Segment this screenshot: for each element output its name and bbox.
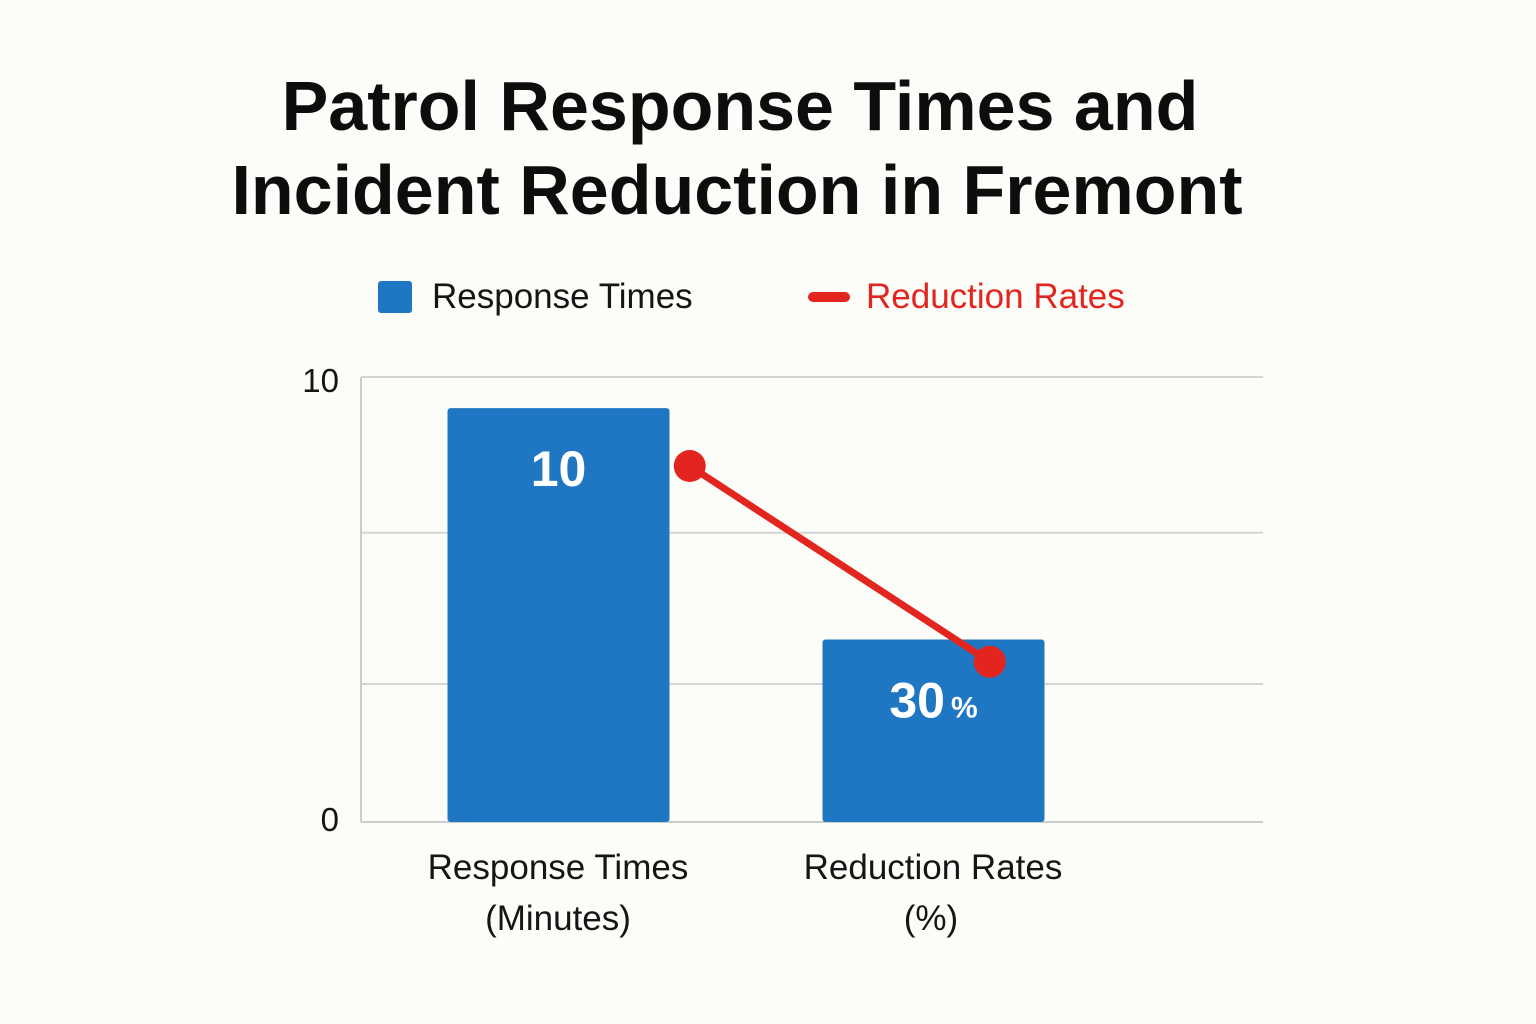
legend-label-reduction-rates: Reduction Rates (866, 277, 1125, 316)
reduction-rates-line (673, 450, 1006, 678)
bar-data-labels: 10 30% (531, 441, 978, 728)
y-tick-label-0: 0 (321, 801, 339, 838)
reduction-rates-line-path (686, 462, 994, 666)
bars (447, 408, 1045, 822)
x-tick-label-response-line-1: Response Times (428, 848, 689, 887)
reduction-rates-point-0 (673, 450, 706, 482)
x-tick-label-reduction-line-1: Reduction Rates (804, 848, 1063, 887)
legend-swatch-response-times (378, 281, 412, 313)
bar-data-label-1: 30% (889, 673, 977, 729)
y-tick-label-10: 10 (302, 362, 339, 399)
x-tick-label-reduction-line-2: (%) (904, 899, 958, 938)
legend: Response Times Reduction Rates (378, 277, 1125, 316)
reduction-rates-point-1 (973, 645, 1006, 678)
chart-title-line-1: Patrol Response Times and (282, 67, 1199, 145)
bar-0 (447, 408, 670, 822)
legend-label-response-times: Response Times (432, 277, 693, 316)
bar-data-label-0: 10 (531, 441, 587, 497)
bar-1 (822, 639, 1045, 822)
chart-title-line-2: Incident Reduction in Fremont (231, 151, 1242, 229)
x-tick-label-response-line-2: (Minutes) (485, 899, 631, 938)
